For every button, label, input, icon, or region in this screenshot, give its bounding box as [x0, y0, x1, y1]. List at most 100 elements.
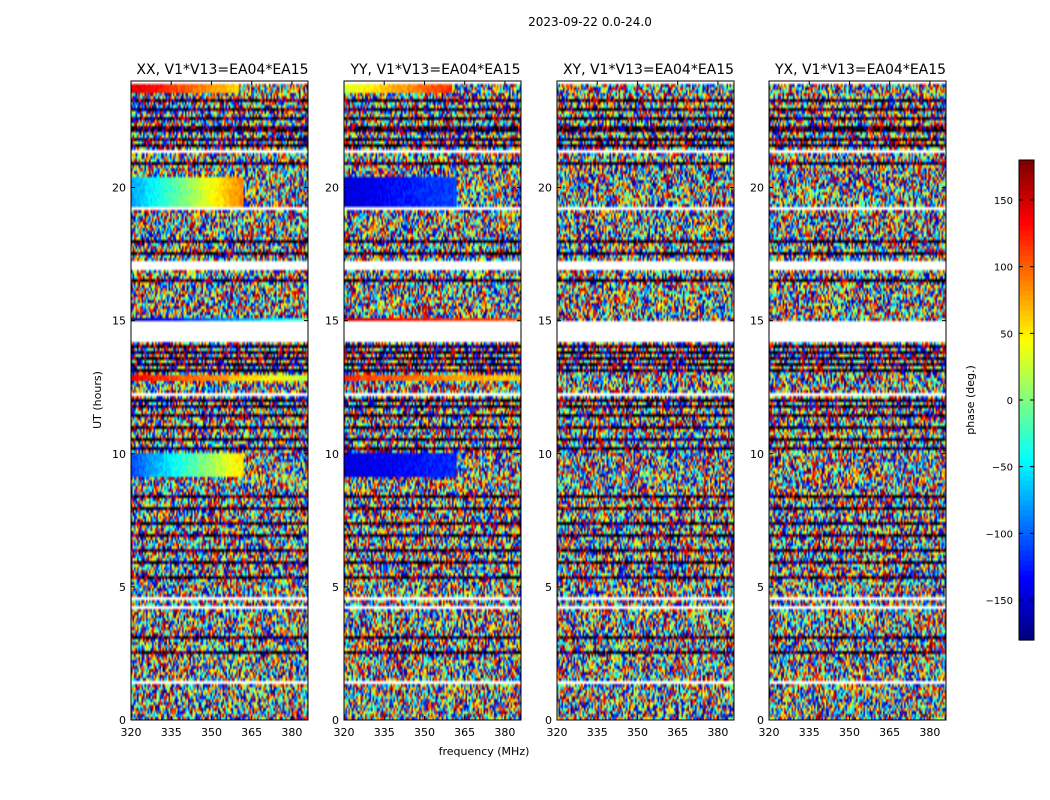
- colorbar-segment: [1019, 445, 1034, 451]
- colorbar-segment: [1019, 590, 1034, 596]
- colorbar: −150 −100 −50 0 50 100 150: [986, 159, 1035, 641]
- colorbar-segment: [1019, 240, 1034, 246]
- colorbar-segment: [1019, 540, 1034, 546]
- colorbar-segment: [1019, 165, 1034, 171]
- phase-heatmap: [557, 81, 734, 720]
- plot-frame: [556, 80, 735, 721]
- colorbar-segment: [1019, 175, 1034, 181]
- x-tick-label: 350: [839, 726, 860, 739]
- colorbar-segment: [1019, 315, 1034, 321]
- colorbar-segment: [1019, 180, 1034, 186]
- colorbar-segment: [1019, 605, 1034, 611]
- colorbar-segment: [1019, 565, 1034, 571]
- colorbar-segment: [1019, 395, 1034, 401]
- colorbar-segment: [1019, 415, 1034, 421]
- phase-heatmap: [131, 81, 308, 720]
- colorbar-segment: [1019, 600, 1034, 606]
- colorbar-segment: [1019, 610, 1034, 616]
- plot-frame: [343, 80, 522, 721]
- colorbar-segment: [1019, 460, 1034, 466]
- colorbar-segment: [1019, 560, 1034, 566]
- y-tick-label: 5: [119, 581, 126, 594]
- colorbar-segment: [1019, 340, 1034, 346]
- y-tick-label: 20: [112, 182, 126, 195]
- colorbar-segment: [1019, 350, 1034, 356]
- colorbar-segment: [1019, 525, 1034, 531]
- y-tick-label: 10: [750, 448, 764, 461]
- panels: XX, V1*V13=EA04*EA15 320 335 350 365 380 0 5 10 1…: [112, 62, 947, 739]
- colorbar-segment: [1019, 585, 1034, 591]
- colorbar-segment: [1019, 250, 1034, 256]
- y-tick-label: 5: [757, 581, 764, 594]
- y-tick-label: 20: [538, 182, 552, 195]
- colorbar-segment: [1019, 300, 1034, 306]
- x-tick-label: 365: [667, 726, 688, 739]
- colorbar-segment: [1019, 190, 1034, 196]
- colorbar-segment: [1019, 245, 1034, 251]
- x-tick-label: 335: [161, 726, 182, 739]
- colorbar-label: phase (deg.): [964, 365, 977, 435]
- panel-title: XX, V1*V13=EA04*EA15: [136, 62, 308, 78]
- colorbar-segment: [1019, 265, 1034, 271]
- colorbar-segment: [1019, 200, 1034, 206]
- colorbar-segment: [1019, 430, 1034, 436]
- colorbar-segment: [1019, 450, 1034, 456]
- colorbar-segment: [1019, 365, 1034, 371]
- x-axis-label: frequency (MHz): [439, 745, 530, 758]
- colorbar-tick-label: 0: [1007, 396, 1013, 407]
- x-tick-label: 350: [627, 726, 648, 739]
- colorbar-segment: [1019, 225, 1034, 231]
- colorbar-segment: [1019, 620, 1034, 626]
- colorbar-segment: [1019, 545, 1034, 551]
- colorbar-tick-label: −100: [986, 529, 1013, 540]
- colorbar-segment: [1019, 625, 1034, 631]
- y-tick-label: 10: [538, 448, 552, 461]
- y-tick-label: 5: [545, 581, 552, 594]
- colorbar-segment: [1019, 345, 1034, 351]
- y-tick-label: 15: [112, 315, 126, 328]
- colorbar-segment: [1019, 515, 1034, 521]
- colorbar-segment: [1019, 330, 1034, 336]
- colorbar-segment: [1019, 325, 1034, 331]
- phase-heatmap: [769, 81, 946, 720]
- x-tick-label: 365: [879, 726, 900, 739]
- colorbar-segment: [1019, 485, 1034, 491]
- colorbar-segment: [1019, 290, 1034, 296]
- colorbar-segment: [1019, 210, 1034, 216]
- colorbar-segment: [1019, 215, 1034, 221]
- x-tick-label: 335: [374, 726, 395, 739]
- colorbar-segment: [1019, 475, 1034, 481]
- colorbar-segment: [1019, 580, 1034, 586]
- colorbar-tick-label: 50: [1000, 329, 1013, 340]
- colorbar-segment: [1019, 285, 1034, 291]
- colorbar-tick-label: −150: [986, 596, 1013, 607]
- colorbar-segment: [1019, 380, 1034, 386]
- x-tick-label: 320: [121, 726, 142, 739]
- y-tick-label: 0: [545, 714, 552, 727]
- colorbar-segment: [1019, 390, 1034, 396]
- figure-title: 2023-09-22 0.0-24.0: [528, 15, 652, 29]
- y-tick-label: 20: [750, 182, 764, 195]
- colorbar-segment: [1019, 530, 1034, 536]
- y-tick-label: 15: [325, 315, 339, 328]
- x-tick-label: 365: [241, 726, 262, 739]
- colorbar-segment: [1019, 480, 1034, 486]
- y-tick-label: 15: [750, 315, 764, 328]
- colorbar-segment: [1019, 170, 1034, 176]
- colorbar-segment: [1019, 310, 1034, 316]
- colorbar-segment: [1019, 185, 1034, 191]
- y-tick-label: 20: [325, 182, 339, 195]
- colorbar-segment: [1019, 320, 1034, 326]
- y-tick-label: 10: [112, 448, 126, 461]
- phase-heatmap: [344, 81, 521, 720]
- colorbar-segment: [1019, 520, 1034, 526]
- colorbar-segment: [1019, 435, 1034, 441]
- colorbar-segment: [1019, 270, 1034, 276]
- colorbar-segment: [1019, 495, 1034, 501]
- colorbar-segment: [1019, 410, 1034, 416]
- colorbar-segment: [1019, 335, 1034, 341]
- colorbar-segment: [1019, 635, 1034, 641]
- colorbar-segment: [1019, 255, 1034, 261]
- colorbar-segment: [1019, 570, 1034, 576]
